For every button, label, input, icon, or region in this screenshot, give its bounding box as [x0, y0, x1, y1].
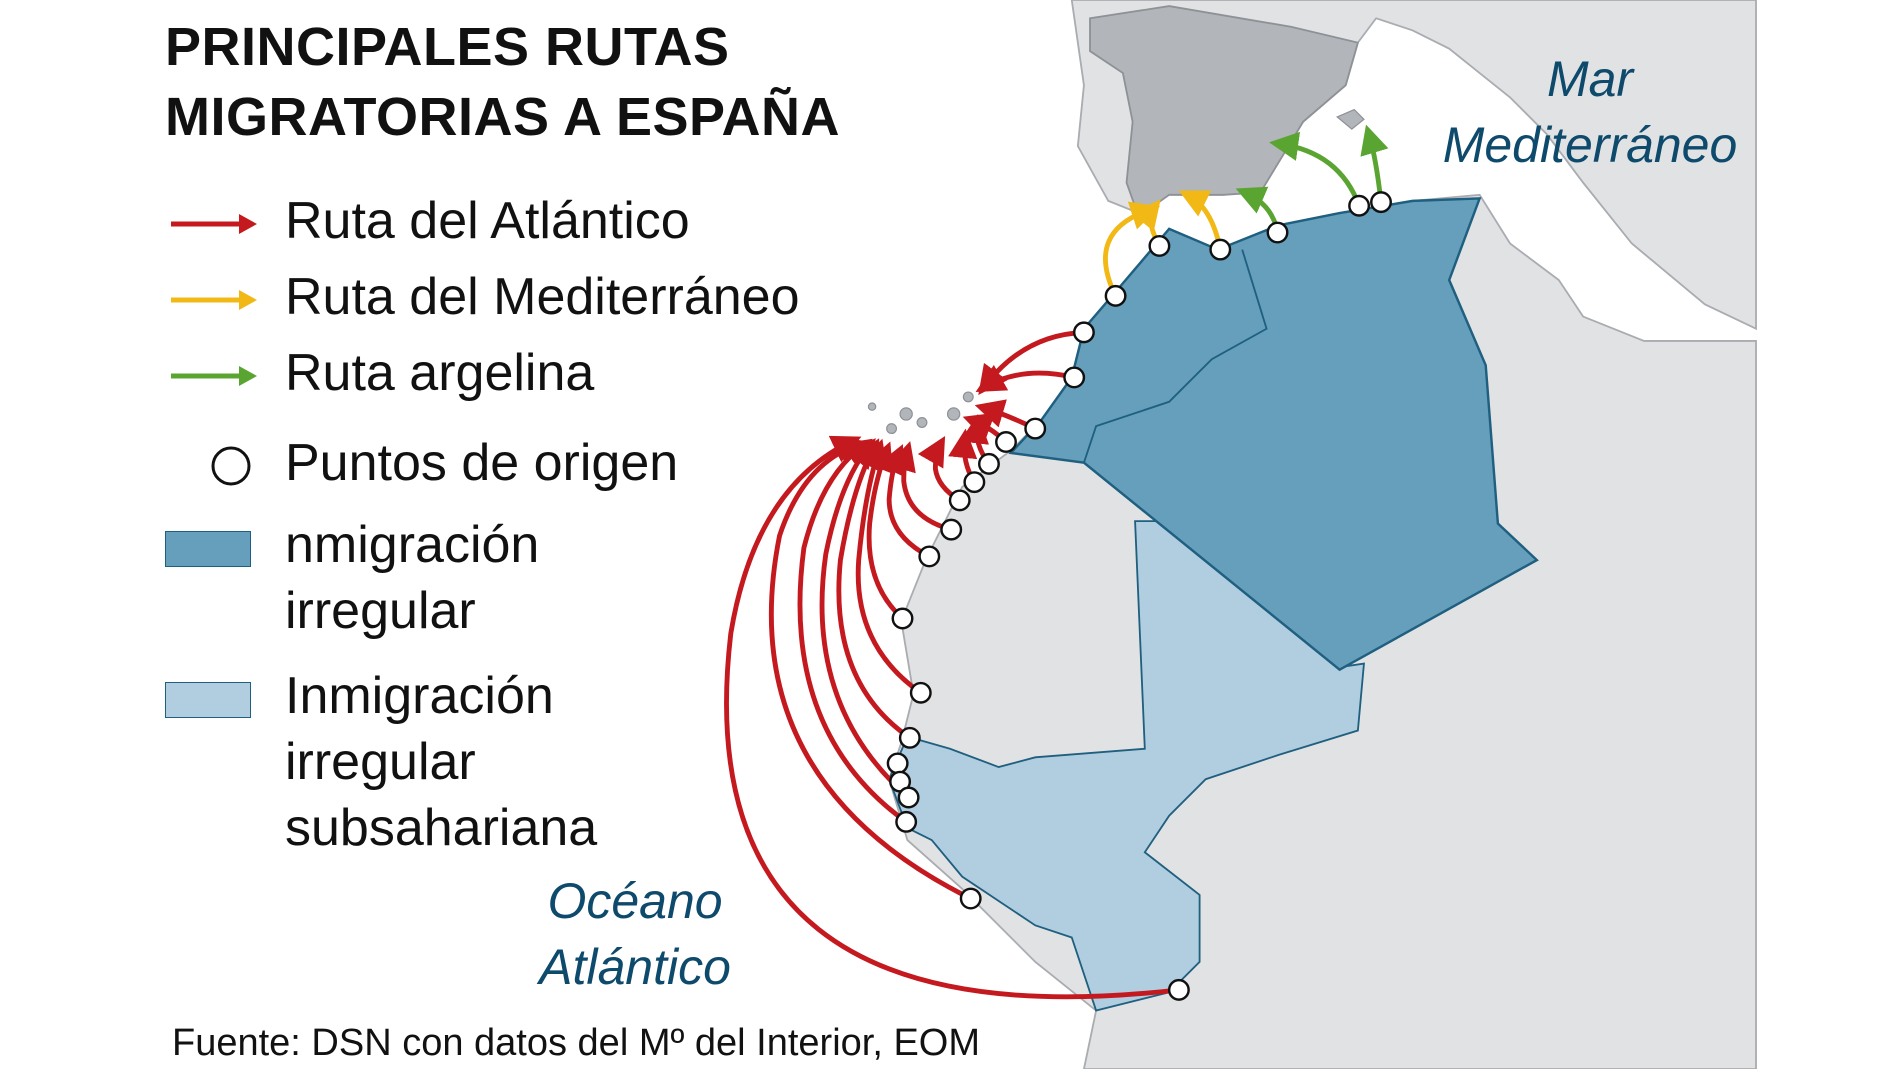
atlantic-route-arrow: [768, 436, 972, 901]
atlantic-route-arrow: [917, 435, 962, 503]
balearic-islands: [1336, 108, 1365, 130]
origin-point: [1072, 321, 1095, 344]
yellow-arrow-icon: [171, 290, 257, 310]
atlantic-route-arrow: [819, 438, 911, 800]
legend-subsaharan-area: Inmigración irregular subsahariana: [165, 663, 597, 861]
legend-origin-points: Puntos de origen: [165, 430, 678, 496]
origin-point: [1370, 191, 1392, 214]
origin-point: [1167, 978, 1190, 1001]
green-arrow-icon: [171, 366, 257, 386]
origin-point: [1266, 221, 1289, 244]
atlantic-route-arrow: [836, 438, 912, 740]
origin-point: [1209, 238, 1232, 261]
atlantic-route-arrow: [975, 364, 1075, 392]
atlantic-route-arrow: [887, 441, 952, 532]
source-note: Fuente: DSN con datos del Mº del Interio…: [172, 1022, 981, 1064]
legend-atlantic-route: Ruta del Atlántico: [165, 188, 690, 254]
red-arrow-icon: [171, 214, 257, 234]
title-line-1: PRINCIPALES RUTAS: [165, 17, 730, 77]
origin-point: [898, 726, 921, 749]
origin-point: [959, 887, 982, 910]
area-swatch: [165, 531, 251, 567]
legend-label: Ruta del Atlántico: [285, 192, 690, 250]
origin-point: [1104, 284, 1127, 307]
origin-point: [978, 452, 1000, 475]
morocco-algeria-border: [1083, 249, 1268, 463]
origin-point: [1348, 194, 1371, 217]
atlantic-route-arrow: [978, 329, 1085, 395]
sea-label-line: Océano: [547, 873, 723, 929]
legend-label: irregular: [285, 582, 476, 640]
canary-islands: [867, 391, 974, 435]
legend-label: subsahariana: [285, 799, 598, 857]
title-line-2: MIGRATORIAS A ESPAÑA: [165, 87, 841, 147]
atlantic-ocean-label: Océano Atlántico: [480, 868, 790, 1000]
spain-shape: [1089, 5, 1360, 219]
origin-point: [995, 431, 1017, 453]
legend-algerian-route: Ruta argelina: [165, 340, 594, 406]
origin-point: [1024, 417, 1047, 440]
atlantic-route-arrow: [724, 435, 1180, 1000]
legend-label: Inmigración: [285, 667, 554, 725]
legend-mediterranean-route: Ruta del Mediterráneo: [165, 264, 800, 330]
origin-point: [940, 518, 963, 541]
origin-point: [918, 545, 941, 568]
legend-label: nmigración: [285, 516, 540, 574]
origin-point: [1148, 234, 1171, 257]
origin-point: [1063, 366, 1086, 389]
legend-label: irregular: [285, 733, 476, 791]
sea-label-line: Mar: [1546, 51, 1634, 107]
area-swatch: [165, 682, 251, 718]
origin-point: [963, 471, 986, 494]
legend-label: Puntos de origen: [285, 434, 679, 492]
sea-label-line: Mediterráneo: [1442, 117, 1738, 173]
origin-point: [886, 752, 909, 775]
page-title: PRINCIPALES RUTAS MIGRATORIAS A ESPAÑA: [165, 12, 840, 152]
origin-point: [909, 681, 932, 704]
algerian-route-arrow: [1269, 131, 1362, 207]
sea-label-line: Atlántico: [539, 939, 731, 995]
mediterranean-sea-label: Mar Mediterráneo: [1395, 46, 1785, 178]
circle-outline-icon: [211, 446, 251, 486]
origin-point: [891, 607, 914, 630]
legend-north-africa-area: nmigración irregular: [165, 512, 539, 644]
origin-point: [897, 786, 920, 809]
legend-label: Ruta argelina: [285, 344, 595, 402]
origin-point: [948, 489, 971, 512]
origin-point: [895, 810, 918, 833]
atlantic-route-arrow: [797, 438, 908, 824]
legend-label: Ruta del Mediterráneo: [285, 268, 800, 326]
atlantic-route-arrow: [855, 438, 923, 695]
subsaharan-region: [888, 520, 1365, 1012]
